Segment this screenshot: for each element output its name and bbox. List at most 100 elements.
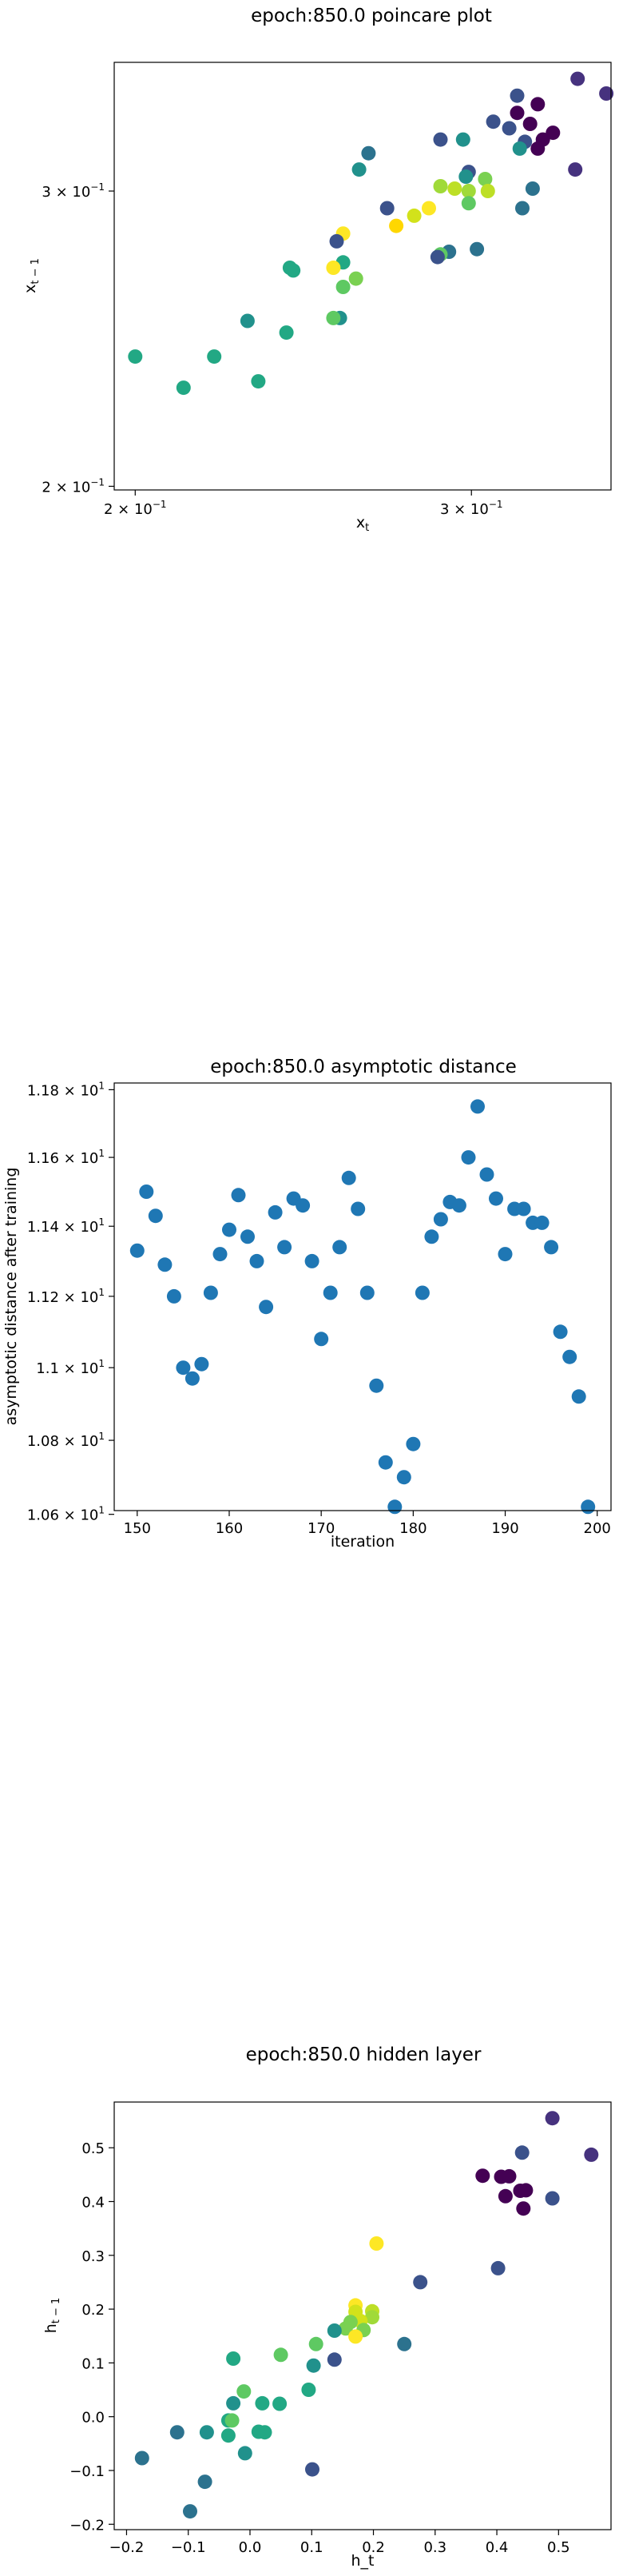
poincare-point-11 — [530, 141, 546, 156]
hidden-y-label-sub: t − 1 — [50, 2298, 62, 2324]
hidden-point-13 — [413, 2275, 428, 2290]
asymptotic-point-39 — [489, 1191, 503, 1206]
asymptotic-point-27 — [378, 1455, 393, 1470]
asymptotic-point-19 — [304, 1253, 319, 1268]
poincare-point-47 — [279, 325, 294, 340]
hidden-point-25 — [397, 2336, 412, 2351]
poincare-point-2 — [510, 88, 525, 103]
poincare-axes-frame — [113, 62, 612, 491]
hidden-point-5 — [502, 2168, 517, 2184]
asymptotic-y-tick-exp: 1 — [98, 1148, 105, 1159]
poincare-point-42 — [348, 271, 363, 286]
asymptotic-point-36 — [461, 1150, 476, 1165]
hidden-x-tick-label: 0.3 — [423, 2539, 446, 2556]
poincare-x-tick-exp: −1 — [489, 499, 503, 510]
poincare-point-41 — [286, 263, 301, 278]
poincare-point-4 — [510, 106, 525, 121]
asymptotic-point-2 — [148, 1208, 163, 1224]
hidden-x-tick-label: 0.0 — [239, 2539, 262, 2556]
asymptotic-y-tick-exp: 1 — [98, 1431, 105, 1442]
hidden-point-42 — [305, 2462, 319, 2477]
poincare-point-43 — [335, 280, 351, 294]
asymptotic-x-label: iteration — [331, 1533, 395, 1551]
hidden-point-43 — [237, 2446, 252, 2461]
poincare-point-35 — [470, 241, 485, 257]
hidden-point-9 — [545, 2191, 560, 2206]
asymptotic-y-tick-exp: 1 — [98, 1287, 105, 1298]
asymptotic-point-5 — [176, 1360, 191, 1376]
asymptotic-point-11 — [231, 1188, 246, 1203]
asymptotic-y-tick-label: 1.12 × 101 — [27, 1287, 105, 1306]
hidden-axes-frame — [113, 2101, 612, 2530]
asymptotic-point-0 — [129, 1243, 145, 1258]
hidden-point-28 — [273, 2347, 288, 2363]
poincare-point-49 — [128, 349, 143, 364]
asymptotic-point-49 — [581, 1499, 596, 1515]
asymptotic-point-18 — [296, 1198, 311, 1213]
asymptotic-point-28 — [387, 1499, 403, 1515]
poincare-point-46 — [240, 313, 255, 328]
asymptotic-point-12 — [240, 1229, 255, 1244]
asymptotic-y-tick-base: 1.1 × 10 — [36, 1360, 98, 1377]
asymptotic-point-3 — [157, 1257, 173, 1272]
asymptotic-point-14 — [259, 1300, 274, 1315]
hidden-point-0 — [545, 2111, 560, 2126]
poincare-point-27 — [379, 201, 395, 216]
asymptotic-x-tick-label: 200 — [584, 1520, 611, 1537]
poincare-point-7 — [522, 117, 538, 131]
poincare-point-23 — [461, 184, 476, 198]
asymptotic-point-24 — [351, 1201, 366, 1216]
hidden-point-23 — [348, 2329, 363, 2344]
poincare-y-tick-base: 2 × 10 — [42, 479, 90, 496]
asymptotic-point-30 — [406, 1436, 421, 1451]
asymptotic-y-tick-base: 1.12 × 10 — [27, 1289, 99, 1306]
hidden-point-2 — [514, 2145, 530, 2160]
poincare-point-5 — [486, 114, 501, 129]
hidden-point-24 — [308, 2336, 323, 2351]
asymptotic-y-tick-base: 1.16 × 10 — [27, 1150, 99, 1167]
asymptotic-point-47 — [562, 1349, 577, 1364]
asymptotic-point-22 — [332, 1240, 347, 1255]
hidden-point-38 — [257, 2425, 272, 2440]
hidden-point-12 — [490, 2260, 506, 2275]
asymptotic-point-16 — [277, 1240, 292, 1255]
hidden-point-46 — [183, 2504, 197, 2519]
poincare-point-8 — [546, 125, 561, 141]
hidden-y-tick-label: 0.2 — [81, 2302, 105, 2319]
hidden-y-tick-label: 0.1 — [81, 2355, 105, 2372]
hidden-point-10 — [516, 2201, 531, 2216]
asymptotic-y-tick-base: 1.06 × 10 — [27, 1507, 99, 1524]
poincare-y-tick-exp: −1 — [90, 181, 105, 193]
poincare-point-16 — [351, 162, 367, 177]
poincare-point-29 — [407, 208, 422, 223]
asymptotic-x-ticks: 150 160 170 180 190 200 — [124, 1511, 611, 1537]
hidden-point-1 — [584, 2147, 599, 2162]
poincare-x-label-sub: t — [365, 522, 369, 534]
asymptotic-point-13 — [249, 1253, 264, 1268]
hidden-x-tick-label: −0.2 — [109, 2539, 145, 2556]
hidden-point-8 — [498, 2188, 513, 2204]
poincare-point-26 — [461, 196, 476, 211]
hidden-y-tick-label: 0.5 — [81, 2140, 105, 2157]
hidden-points — [134, 2111, 599, 2519]
poincare-point-3 — [530, 97, 546, 112]
asymptotic-point-38 — [479, 1167, 494, 1182]
hidden-chart: epoch:850.0 hidden layer −0.2 −0.1 0.0 0.1 0… — [42, 2044, 612, 2570]
asymptotic-point-7 — [194, 1356, 209, 1372]
poincare-point-50 — [251, 374, 266, 389]
hidden-y-label: ht − 1 — [42, 2298, 62, 2334]
asymptotic-y-tick-label: 1.08 × 101 — [27, 1431, 105, 1450]
hidden-x-tick-label: 0.4 — [486, 2539, 509, 2556]
poincare-point-30 — [515, 201, 530, 216]
asymptotic-point-35 — [451, 1198, 466, 1213]
hidden-y-label-base: h — [42, 2323, 60, 2333]
asymptotic-point-26 — [369, 1378, 384, 1393]
asymptotic-y-tick-base: 1.14 × 10 — [27, 1219, 99, 1236]
hidden-point-11 — [369, 2236, 384, 2251]
hidden-y-tick-label: 0.0 — [81, 2410, 105, 2427]
asymptotic-y-tick-label: 1.1 × 101 — [36, 1358, 105, 1377]
hidden-point-36 — [224, 2413, 240, 2428]
asymptotic-point-31 — [415, 1285, 430, 1300]
poincare-x-tick-label: 3 × 10−1 — [440, 499, 503, 518]
asymptotic-y-tick-label: 1.14 × 101 — [27, 1216, 105, 1236]
